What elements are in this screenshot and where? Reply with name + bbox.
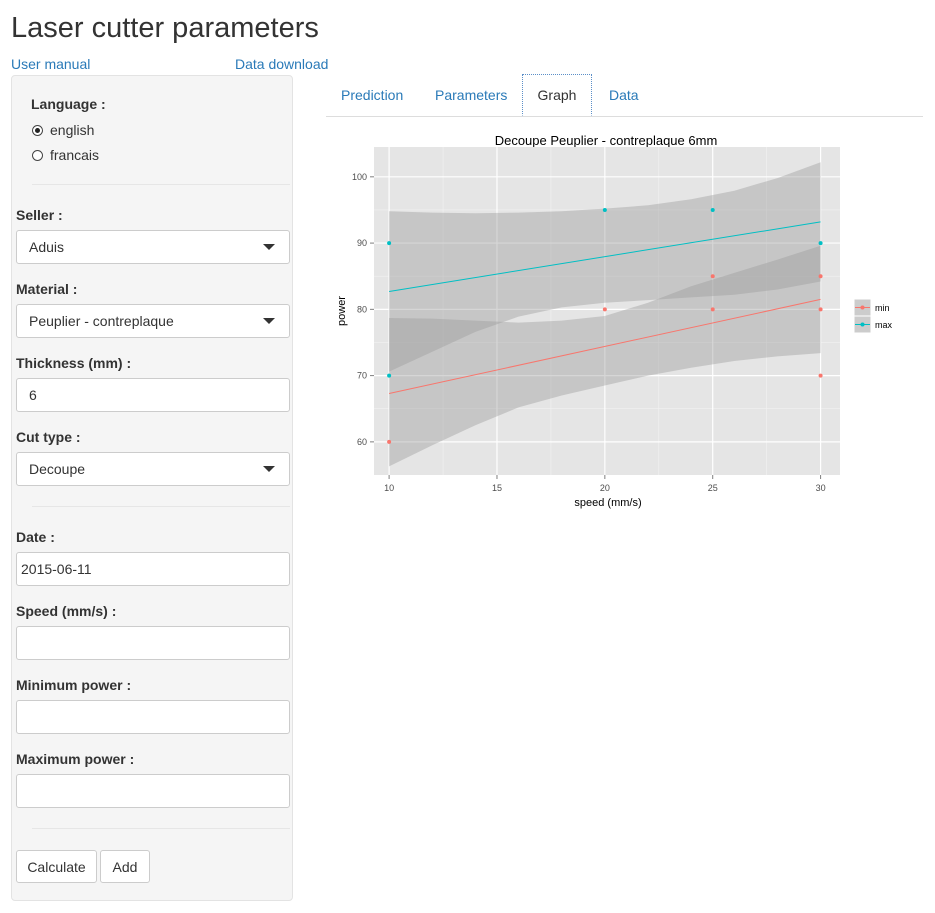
user-manual-link[interactable]: User manual (11, 56, 91, 72)
material-label: Material : (16, 281, 78, 297)
max-power-input[interactable] (16, 774, 290, 808)
thickness-input[interactable]: 6 (16, 378, 290, 412)
seller-select[interactable]: Aduis (16, 230, 290, 264)
confidence-band-min (389, 245, 821, 467)
divider (32, 506, 290, 507)
cut-type-select[interactable]: Decoupe (16, 452, 290, 486)
divider (32, 184, 290, 185)
data-point-max (818, 241, 823, 246)
data-point-min (602, 307, 607, 312)
y-tick-label: 70 (357, 371, 367, 381)
max-power-label: Maximum power : (16, 751, 135, 767)
language-option-francais[interactable]: francais (32, 147, 99, 163)
speed-input[interactable] (16, 626, 290, 660)
y-tick-label: 60 (357, 437, 367, 447)
x-tick-labels: 10 15 20 25 30 (384, 475, 826, 493)
material-select[interactable]: Peuplier - contreplaque (16, 304, 290, 338)
language-option-label: francais (50, 147, 100, 163)
data-point-max (387, 373, 392, 378)
confidence-band-max (389, 162, 821, 372)
tab-parameters[interactable]: Parameters (435, 87, 508, 103)
data-points (387, 207, 823, 444)
language-option-english[interactable]: english (32, 122, 94, 138)
data-point-min (387, 439, 392, 444)
sidebar-panel: Language : english francais Seller : Adu… (11, 75, 293, 901)
chevron-down-icon (263, 244, 275, 250)
calculate-button[interactable]: Calculate (16, 850, 97, 883)
date-label: Date : (16, 529, 55, 545)
y-tick-label: 80 (357, 304, 367, 314)
data-point-min (818, 373, 823, 378)
x-tick-label: 15 (492, 483, 502, 493)
data-point-min (710, 274, 715, 279)
fit-line-max (389, 221, 821, 292)
min-power-label: Minimum power : (16, 677, 132, 693)
data-point-max (710, 207, 715, 212)
x-tick-label: 20 (600, 483, 610, 493)
data-download-link[interactable]: Data download (235, 56, 329, 72)
legend-label-min: min (875, 303, 890, 313)
thickness-label: Thickness (mm) : (16, 355, 132, 371)
y-tick-label: 90 (357, 238, 367, 248)
chart-title: Decoupe Peuplier - contreplaque 6mm (495, 133, 718, 148)
date-input[interactable]: 2015-06-11 (16, 552, 290, 586)
confidence-bands (389, 162, 821, 467)
y-tick-labels: 60 70 80 90 100 (352, 172, 374, 447)
divider (32, 828, 290, 829)
page-title: Laser cutter parameters (11, 12, 319, 44)
data-point-max (602, 207, 607, 212)
tab-data[interactable]: Data (609, 87, 639, 103)
plot-panel (374, 147, 840, 475)
chart-legend: min max (853, 298, 893, 334)
add-button[interactable]: Add (100, 850, 150, 883)
chevron-down-icon (263, 318, 275, 324)
x-tick-label: 30 (816, 483, 826, 493)
material-value: Peuplier - contreplaque (29, 313, 174, 329)
radio-selected-icon[interactable] (32, 124, 43, 136)
language-label: Language : (31, 96, 106, 112)
data-point-max (387, 241, 392, 246)
thickness-value: 6 (29, 387, 37, 403)
x-tick-label: 25 (708, 483, 718, 493)
data-point-min (818, 307, 823, 312)
y-tick-label: 100 (352, 172, 367, 182)
language-option-label: english (50, 122, 95, 138)
speed-label: Speed (mm/s) : (16, 603, 117, 619)
data-point-min (818, 274, 823, 279)
data-point-min (710, 307, 715, 312)
date-value: 2015-06-11 (21, 561, 92, 577)
fit-lines (388, 221, 821, 394)
fit-line-min (388, 298, 821, 394)
cut-type-value: Decoupe (29, 461, 86, 477)
power-speed-chart: Decoupe Peuplier - contreplaque 6mm 10 15… (336, 133, 893, 509)
min-power-input[interactable] (16, 700, 290, 734)
chevron-down-icon (263, 466, 275, 472)
tab-graph[interactable]: Graph (522, 74, 592, 116)
radio-unselected-icon[interactable] (32, 149, 43, 161)
x-tick-label: 10 (384, 483, 394, 493)
tab-prediction[interactable]: Prediction (341, 87, 404, 103)
cut-type-label: Cut type : (16, 429, 81, 445)
legend-label-max: max (875, 320, 893, 330)
x-axis-label: speed (mm/s) (574, 497, 641, 509)
seller-label: Seller : (16, 207, 63, 223)
y-axis-label: power (336, 296, 348, 326)
seller-value: Aduis (29, 239, 65, 255)
tab-bar: Prediction Parameters Graph Data (326, 74, 923, 117)
legend-key-point-min (860, 305, 865, 310)
legend-key-point-max (860, 322, 865, 327)
